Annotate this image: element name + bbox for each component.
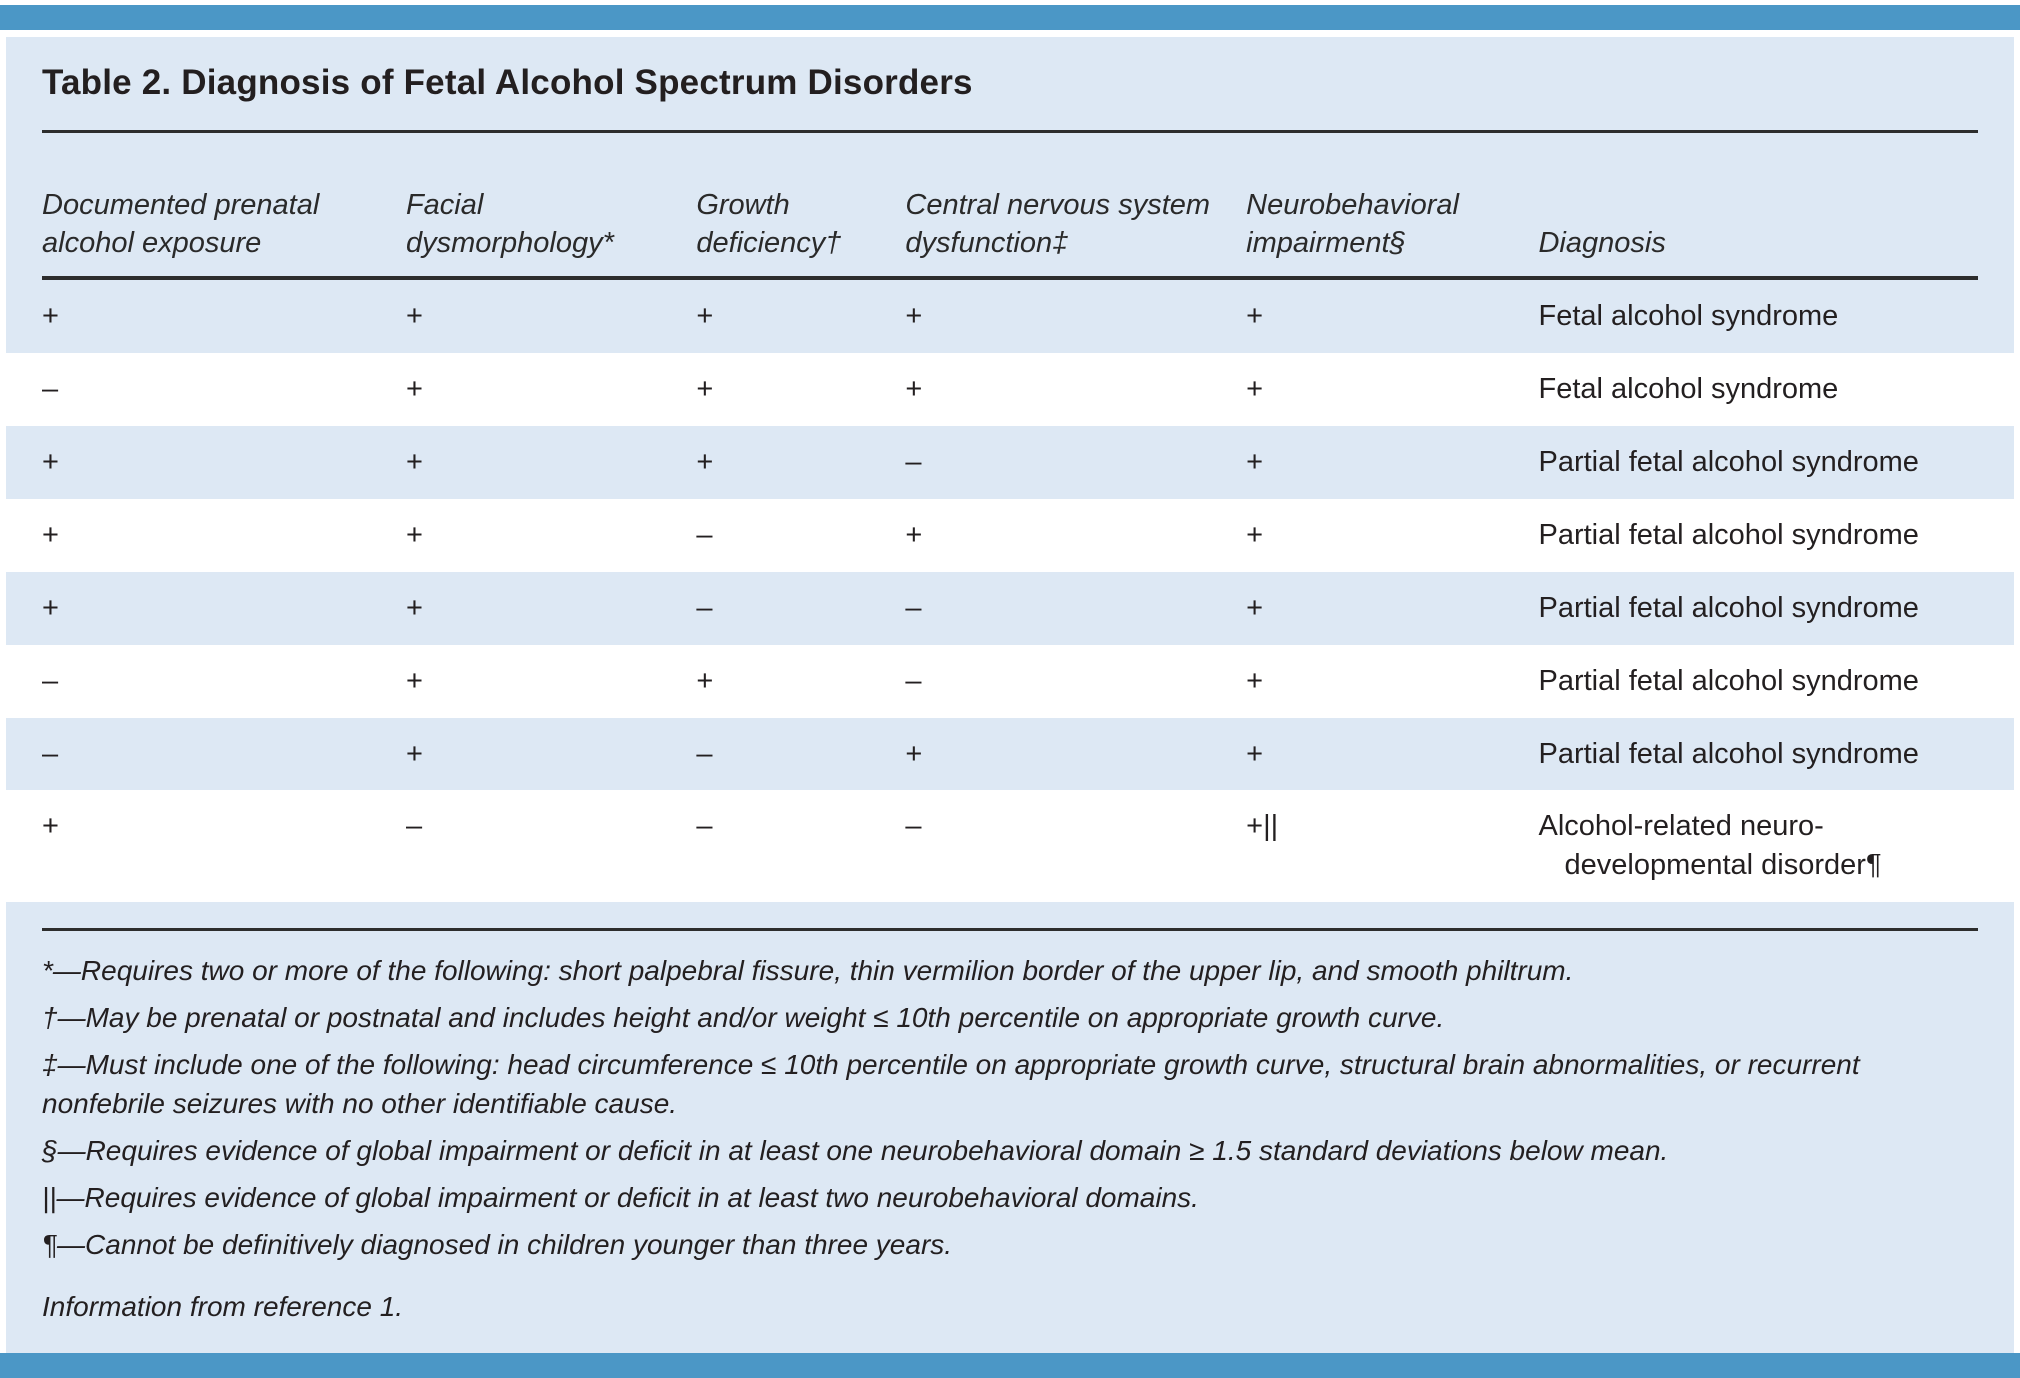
cell-exposure: +	[42, 300, 59, 333]
footnote-double-dagger: ‡—Must include one of the following: hea…	[42, 1048, 1860, 1120]
table-card: Table 2. Diagnosis of Fetal Alcohol Spec…	[6, 37, 2014, 1354]
footnotes-block: *—Requires two or more of the following:…	[6, 931, 2014, 1264]
cell-diagnosis: Alcohol-related neuro- developmental dis…	[1538, 810, 1882, 882]
table-row: + – – – +|| Alcohol-related neuro- devel…	[6, 790, 2014, 903]
cell-neuro: +	[1246, 373, 1264, 406]
table-header-row: Documented prenatal alcohol exposure Fac…	[6, 133, 2014, 276]
cell-facial: +	[405, 591, 423, 624]
cell-diagnosis: Fetal alcohol syndrome	[1538, 373, 1839, 406]
cell-neuro: +	[1246, 300, 1264, 333]
cell-neuro: +	[1246, 664, 1264, 697]
table-row: – + + – + Partial fetal alcohol syndrome	[6, 644, 2014, 718]
column-header-diagnosis: Diagnosis	[1538, 226, 1666, 259]
cell-diagnosis: Partial fetal alcohol syndrome	[1538, 664, 1919, 697]
column-header-facial: Facial dysmorphology*	[405, 189, 614, 259]
cell-growth: –	[696, 737, 713, 770]
cell-growth: –	[696, 518, 713, 551]
cell-exposure: –	[42, 737, 59, 770]
cell-facial: +	[405, 518, 423, 551]
cell-growth: +	[696, 300, 714, 333]
cell-diagnosis: Partial fetal alcohol syndrome	[1538, 737, 1919, 770]
footnote-divider	[42, 928, 1978, 932]
cell-growth: +	[696, 664, 714, 697]
cell-cns: +	[905, 737, 923, 770]
cell-diagnosis: Fetal alcohol syndrome	[1538, 300, 1839, 333]
footnote-parallel: ||—Requires evidence of global impairmen…	[42, 1181, 1199, 1213]
table-row: + + – – + Partial fetal alcohol syndrome	[6, 572, 2014, 645]
table-row: – + + + + Fetal alcohol syndrome	[6, 353, 2014, 427]
table-row: + + + + + Fetal alcohol syndrome	[6, 280, 2014, 353]
header-divider	[42, 276, 1978, 281]
cell-growth: –	[696, 810, 713, 843]
column-header-neuro: Neurobehavioral impairment§	[1246, 189, 1459, 259]
cell-neuro: +||	[1246, 810, 1279, 843]
column-header-exposure: Documented prenatal alcohol exposure	[42, 189, 320, 259]
cell-diagnosis: Partial fetal alcohol syndrome	[1538, 518, 1919, 551]
cell-exposure: +	[42, 591, 59, 624]
cell-neuro: +	[1246, 518, 1264, 551]
cell-growth: +	[696, 446, 714, 479]
column-header-growth: Growth deficiency†	[696, 189, 842, 259]
source-attribution: Information from reference 1.	[42, 1291, 404, 1323]
cell-cns: –	[905, 446, 922, 479]
title-divider	[42, 130, 1978, 133]
top-accent-bar	[0, 5, 2020, 30]
cell-facial: +	[405, 373, 423, 406]
cell-facial: –	[405, 810, 423, 843]
cell-cns: +	[905, 300, 923, 333]
cell-cns: +	[905, 518, 923, 551]
cell-growth: –	[696, 591, 713, 624]
cell-neuro: +	[1246, 446, 1264, 479]
footnote-dagger: †—May be prenatal or postnatal and inclu…	[42, 1001, 1445, 1033]
cell-neuro: +	[1246, 591, 1264, 624]
cell-exposure: +	[42, 446, 59, 479]
cell-exposure: +	[42, 810, 59, 843]
cell-cns: –	[905, 810, 922, 843]
cell-facial: +	[405, 737, 423, 770]
cell-diagnosis: Partial fetal alcohol syndrome	[1538, 446, 1919, 479]
table-title: Table 2. Diagnosis of Fetal Alcohol Spec…	[42, 63, 973, 102]
cell-facial: +	[405, 664, 423, 697]
bottom-accent-bar	[0, 1353, 2020, 1378]
column-header-cns: Central nervous system dysfunction‡	[905, 189, 1211, 259]
table-row: – + – + + Partial fetal alcohol syndrome	[6, 718, 2014, 791]
cell-cns: –	[905, 664, 922, 697]
cell-exposure: –	[42, 664, 59, 697]
table-row: + + + – + Partial fetal alcohol syndrome	[6, 426, 2014, 499]
table-row: + + – + + Partial fetal alcohol syndrome	[6, 498, 2014, 572]
cell-growth: +	[696, 373, 714, 406]
cell-cns: +	[905, 373, 923, 406]
cell-neuro: +	[1246, 737, 1264, 770]
cell-exposure: –	[42, 373, 59, 406]
cell-facial: +	[405, 300, 423, 333]
footnote-asterisk: *—Requires two or more of the following:…	[42, 955, 1574, 987]
cell-diagnosis: Partial fetal alcohol syndrome	[1538, 591, 1919, 624]
cell-exposure: +	[42, 518, 59, 551]
cell-cns: –	[905, 591, 922, 624]
cell-facial: +	[405, 446, 423, 479]
footnote-section: §—Requires evidence of global impairment…	[42, 1135, 1669, 1167]
footnote-pilcrow: ¶—Cannot be definitively diagnosed in ch…	[42, 1228, 953, 1260]
